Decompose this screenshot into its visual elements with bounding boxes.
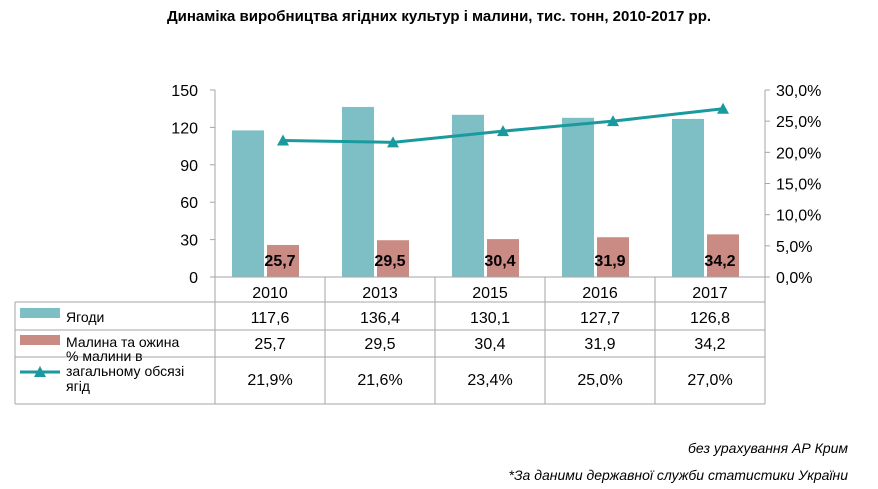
table-cell-value: 21,6% xyxy=(357,372,402,389)
raspberry-data-label: 25,7 xyxy=(264,253,295,270)
table-cell-value: 21,9% xyxy=(247,372,292,389)
table-cell-value: 23,4% xyxy=(467,372,512,389)
table-cell-value: 25,0% xyxy=(577,372,622,389)
bar-raspberry xyxy=(267,244,299,277)
bar-raspberry xyxy=(597,237,629,277)
footnote-crimea: без урахування АР Крим xyxy=(687,440,848,456)
right-axis-tick-label: 30,0% xyxy=(776,83,821,100)
bar-berries xyxy=(562,117,594,278)
table-cell-value: 117,6 xyxy=(251,310,290,327)
category-label: 2016 xyxy=(582,285,618,302)
legend-name-raspberry: Малина та ожина xyxy=(66,334,179,350)
table-cell-value: 127,7 xyxy=(580,310,620,327)
raspberry-data-label: 29,5 xyxy=(374,253,405,270)
left-axis-tick-label: 0 xyxy=(189,270,198,287)
right-axis-tick-label: 0,0% xyxy=(776,270,812,287)
right-axis-tick-label: 20,0% xyxy=(776,145,821,162)
category-label: 2017 xyxy=(692,285,728,302)
share-marker xyxy=(717,102,729,114)
legend-key-berries xyxy=(20,308,60,318)
raspberry-data-label: 34,2 xyxy=(704,253,735,270)
legend-key-raspberry xyxy=(20,335,60,345)
left-axis-tick-label: 60 xyxy=(180,195,198,212)
share-marker xyxy=(387,136,399,148)
left-axis-tick-label: 150 xyxy=(171,83,198,100)
footnote-source: *За даними державної служби статистики У… xyxy=(508,467,849,483)
legend-name-share: % малини в загальному обсязі ягід xyxy=(66,348,184,394)
category-label: 2015 xyxy=(472,285,508,302)
bar-berries xyxy=(672,118,704,277)
left-axis-tick-label: 120 xyxy=(171,120,198,137)
chart-title: Динаміка виробництва ягідних культур і м… xyxy=(166,8,712,25)
right-axis-tick-label: 10,0% xyxy=(776,208,821,225)
table-cell-value: 31,9 xyxy=(584,336,615,353)
bar-raspberry xyxy=(377,240,409,277)
category-label: 2013 xyxy=(362,285,398,302)
left-axis-tick-label: 90 xyxy=(180,158,198,175)
share-marker xyxy=(607,115,619,127)
legend-name-berries: Ягоди xyxy=(66,309,104,325)
share-marker xyxy=(277,134,289,146)
table-cell-value: 30,4 xyxy=(474,336,505,353)
raspberry-data-label: 30,4 xyxy=(484,253,515,270)
right-axis-tick-label: 15,0% xyxy=(776,177,821,194)
table-cell-value: 34,2 xyxy=(694,336,725,353)
table-cell-value: 130,1 xyxy=(470,310,510,327)
bar-berries xyxy=(342,106,374,277)
right-axis-tick-label: 25,0% xyxy=(776,114,821,131)
bar-berries xyxy=(232,130,264,277)
bar-raspberry xyxy=(707,234,739,277)
bar-raspberry xyxy=(487,239,519,277)
table-cell-value: 136,4 xyxy=(360,310,400,327)
category-label: 2010 xyxy=(252,285,288,302)
table-cell-value: 126,8 xyxy=(690,310,730,327)
legend-key-share-marker xyxy=(34,366,46,377)
table-cell-value: 29,5 xyxy=(364,336,395,353)
raspberry-data-label: 31,9 xyxy=(594,253,625,270)
table-cell-value: 27,0% xyxy=(687,372,732,389)
left-axis-tick-label: 30 xyxy=(180,233,198,250)
share-marker xyxy=(497,125,509,137)
right-axis-tick-label: 5,0% xyxy=(776,239,812,256)
table-cell-value: 25,7 xyxy=(254,336,285,353)
bar-berries xyxy=(452,114,484,277)
